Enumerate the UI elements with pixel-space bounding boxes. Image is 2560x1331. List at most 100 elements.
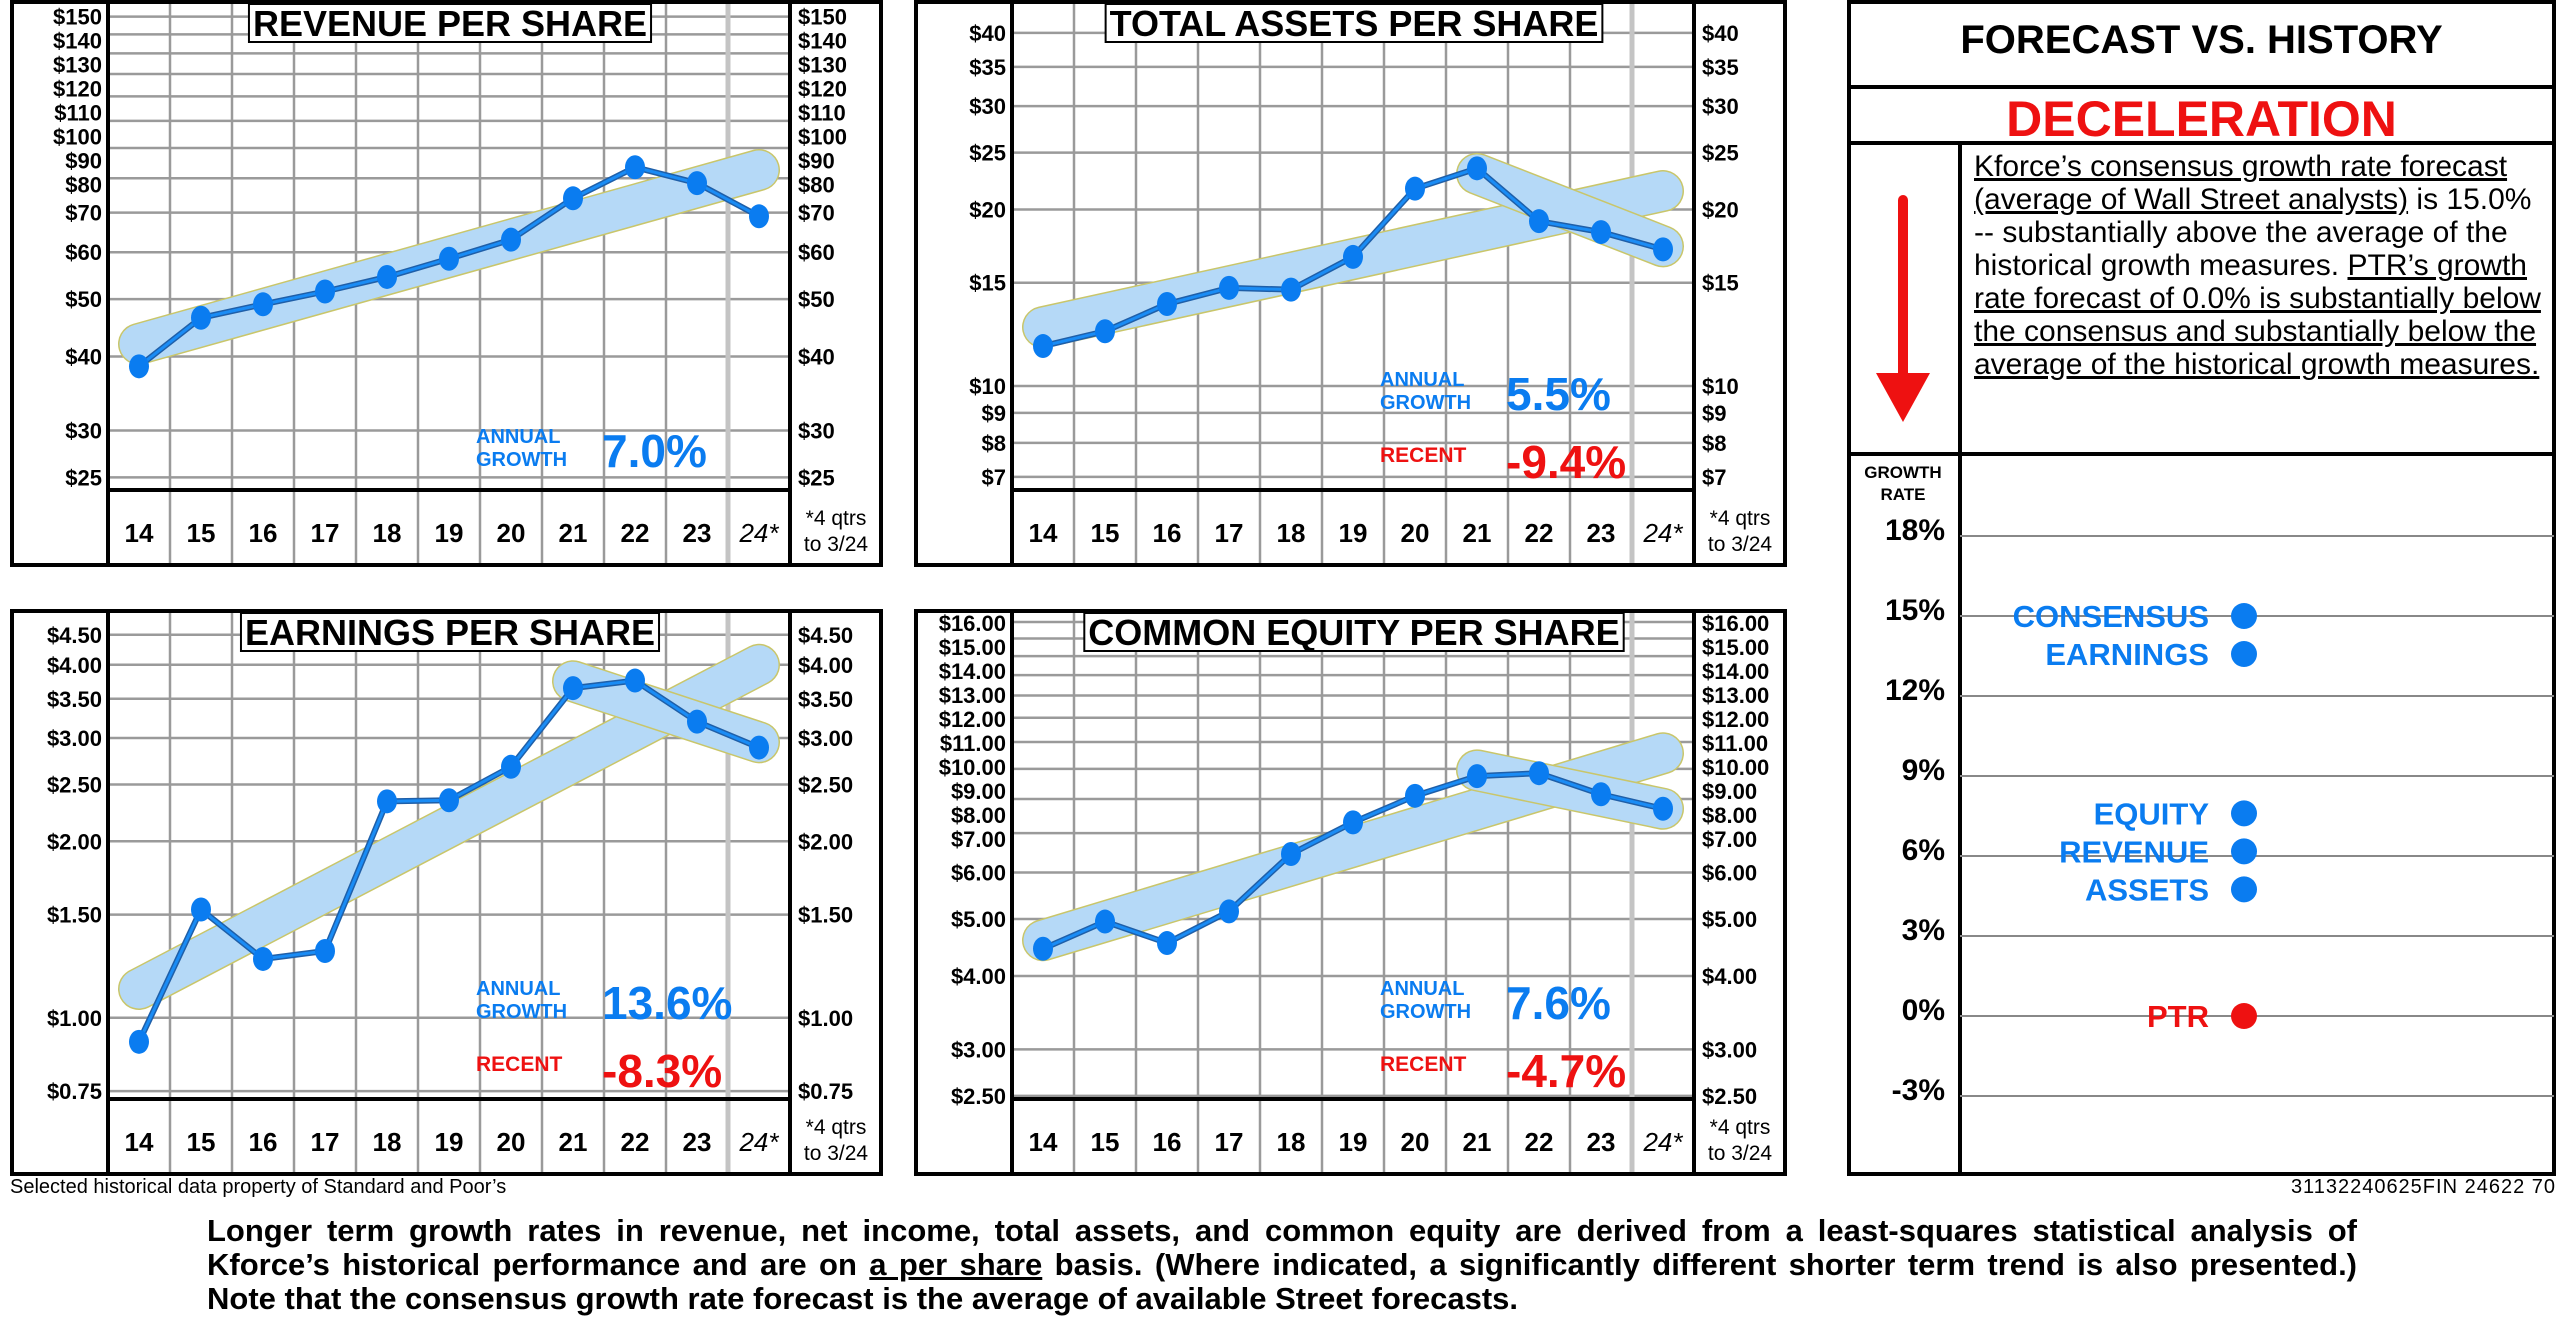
x-tick-label: 14 — [1029, 1127, 1058, 1157]
x-tick-label: 20 — [1401, 518, 1430, 548]
y-tick-label-right: $130 — [798, 53, 847, 78]
x-tick-label: 23 — [1587, 1127, 1616, 1157]
methodology-note: Longer term growth rates in revenue, net… — [207, 1214, 2357, 1316]
x-tick-label: 23 — [683, 518, 712, 548]
y-tick-label: 9% — [1902, 754, 1945, 787]
x-tick-label: 24* — [1642, 1127, 1683, 1157]
y-tick-label-right: $2.50 — [798, 772, 853, 797]
forecast-text-consensus: Kforce’s consensus growth rate forecast … — [1974, 150, 2508, 216]
data-point — [1033, 334, 1053, 359]
x-tick-label: 20 — [497, 1127, 526, 1157]
y-tick-label-right: $3.00 — [1702, 1037, 1757, 1062]
y-tick-label-left: $4.00 — [47, 653, 102, 678]
x-tick-label: 15 — [1091, 1127, 1120, 1157]
data-point — [1405, 783, 1425, 808]
x-tick-label: 24* — [738, 518, 779, 548]
chart-title-box — [239, 612, 661, 652]
data-point — [1033, 936, 1053, 961]
data-point — [1095, 909, 1115, 934]
y-tick-label-left: $3.00 — [47, 726, 102, 751]
y-tick-label-right: $2.50 — [1702, 1084, 1757, 1109]
chart-frame — [914, 609, 1787, 1176]
y-tick-label-left: $1.50 — [47, 903, 102, 928]
total-assets-per-share-chart: $40 $40 $35 $35 $30 $30 $25 $25 $20 $20 $15 $15 $10 $… — [914, 0, 1787, 567]
y-tick-label: 6% — [1902, 834, 1945, 867]
x-tick-label: 21 — [559, 518, 588, 548]
y-tick-label-right: $16.00 — [1702, 611, 1769, 636]
data-point — [191, 305, 211, 330]
chart-frame — [10, 0, 883, 567]
y-tick-label-right: $9.00 — [1702, 779, 1757, 804]
y-tick-label-left: $120 — [53, 77, 102, 102]
growth-point-equity — [2231, 800, 2257, 827]
forecast-growth-rate-chart: GROWTHRATE18%15%12%9%6%3%0%-3%CONSENSUSE… — [1847, 0, 2556, 1176]
footnote-line-1: *4 qtrs — [1710, 507, 1771, 530]
data-point — [1157, 931, 1177, 956]
data-point — [749, 204, 769, 229]
y-tick-label-left: $110 — [54, 101, 102, 126]
data-point — [501, 227, 521, 252]
y-tick-label-left: $5.00 — [951, 907, 1006, 932]
y-tick-label-right: $10 — [1702, 374, 1739, 399]
annual-growth-value: 13.6% — [602, 977, 732, 1029]
y-tick-label: -3% — [1892, 1074, 1945, 1107]
y-tick-label-left: $2.50 — [951, 1084, 1006, 1109]
y-tick-label-right: $60 — [798, 240, 835, 265]
y-tick-label-left: $13.00 — [939, 683, 1006, 708]
x-tick-label: 17 — [311, 1127, 340, 1157]
earnings-per-share-chart: $4.50 $4.50 $4.00 $4.00 $3.50 $3.50 $3.00 $3.00… — [10, 609, 883, 1176]
y-tick-label-right: $40 — [798, 344, 835, 369]
note-text-2: basis. (Where indicated, a significantly… — [207, 1247, 2358, 1316]
y-tick-label-left: $12.00 — [939, 707, 1006, 732]
y-tick-label-left: $40 — [969, 21, 1006, 46]
x-tick-label: 19 — [1339, 518, 1368, 548]
y-tick-label-left: $8 — [982, 431, 1006, 456]
x-tick-label: 19 — [435, 1127, 464, 1157]
chart-title: COMMON EQUITY PER SHARE — [1088, 612, 1619, 653]
growth-label-consensus: CONSENSUS — [2013, 599, 2209, 634]
y-tick-label-right: $140 — [798, 29, 847, 54]
y-tick-label-right: $110 — [798, 101, 846, 126]
x-tick-label: 16 — [1153, 518, 1182, 548]
y-tick-label-left: $40 — [65, 344, 102, 369]
data-point — [1157, 291, 1177, 316]
y-tick-label-left: $150 — [53, 5, 102, 30]
down-arrow-icon — [1876, 373, 1930, 422]
data-point — [439, 246, 459, 271]
y-tick-label-left: $20 — [969, 197, 1006, 222]
y-tick-label-left: $15.00 — [939, 635, 1006, 660]
growth-point-earnings — [2231, 641, 2257, 667]
annual-growth-label-1: ANNUAL — [476, 978, 560, 1000]
x-tick-label: 17 — [1215, 1127, 1244, 1157]
y-tick-label-left: $100 — [53, 125, 102, 150]
x-tick-label: 21 — [1463, 518, 1492, 548]
y-tick-label-left: $50 — [65, 287, 102, 312]
y-tick-label-right: $120 — [798, 77, 847, 102]
annual-growth-label-1: ANNUAL — [476, 426, 560, 448]
y-tick-label-right: $50 — [798, 287, 835, 312]
data-point — [1653, 237, 1673, 262]
chart-frame — [914, 0, 1787, 567]
y-tick-label-right: $90 — [798, 149, 835, 174]
x-tick-label: 22 — [1525, 1127, 1554, 1157]
note-text-1: Longer term growth rates in revenue, net… — [207, 1213, 2357, 1282]
data-point — [377, 264, 397, 289]
growth-label-revenue: REVENUE — [2059, 834, 2209, 869]
y-tick-label-left: $15 — [969, 271, 1006, 296]
chart-title-box — [1083, 612, 1625, 652]
growth-label-equity: EQUITY — [2094, 796, 2210, 831]
y-tick-label-right: $4.00 — [798, 653, 853, 678]
recent-growth-value: -8.3% — [602, 1045, 722, 1097]
growth-label-ptr: PTR — [2147, 999, 2209, 1034]
data-point — [1343, 244, 1363, 269]
data-point — [1529, 761, 1549, 786]
y-tick-label-right: $9 — [1702, 401, 1726, 426]
data-point — [1405, 176, 1425, 201]
y-tick-label-left: $4.50 — [47, 623, 102, 648]
chart-title-box — [247, 3, 653, 43]
x-tick-label: 14 — [125, 518, 154, 548]
growth-label-assets: ASSETS — [2085, 872, 2209, 907]
y-tick-label-right: $25 — [1702, 141, 1739, 166]
y-tick-label-left: $35 — [969, 55, 1006, 80]
y-tick-label-left: $9.00 — [951, 779, 1006, 804]
